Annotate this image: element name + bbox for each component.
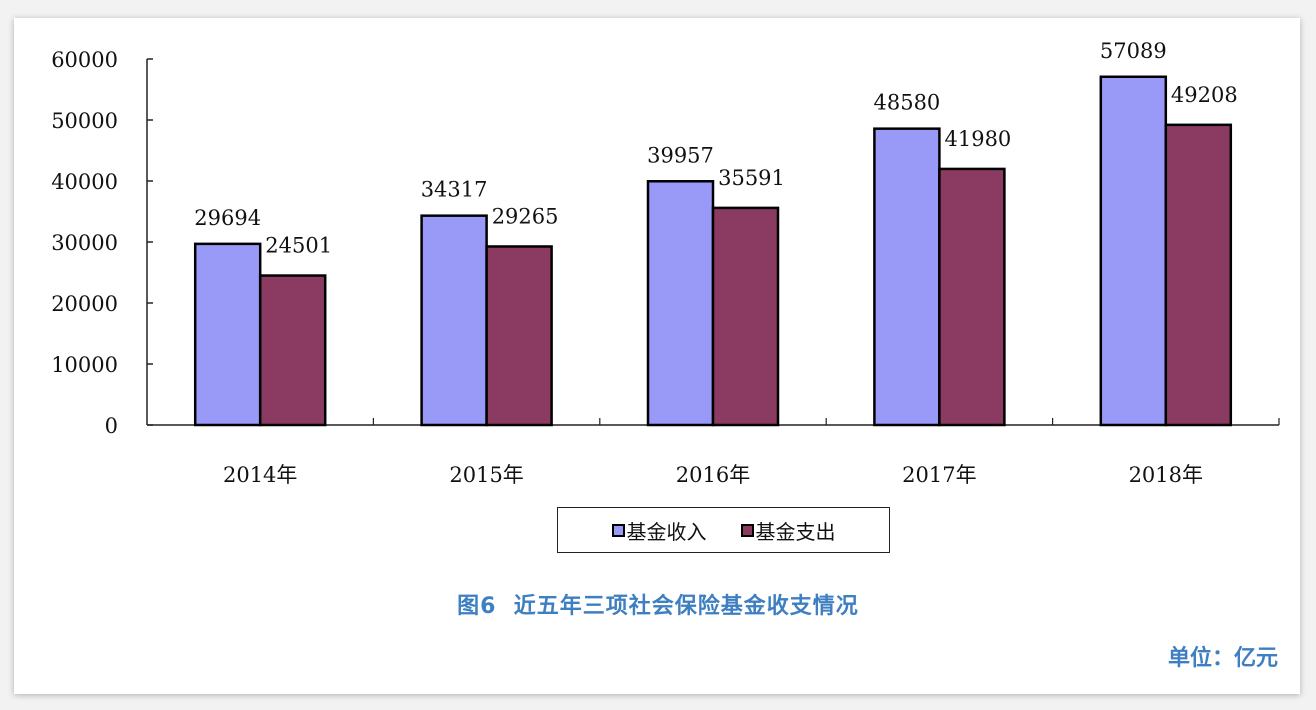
value-label: 57089 — [1100, 39, 1167, 63]
value-label: 29265 — [492, 204, 559, 228]
legend-label-income: 基金收入 — [626, 519, 707, 544]
bar-income — [1099, 75, 1168, 427]
value-label: 48580 — [873, 91, 940, 115]
bar-expense — [938, 167, 1006, 427]
y-axis: 0 10000 20000 30000 40000 50000 60000 — [51, 48, 153, 438]
chart-caption: 图6 近五年三项社会保险基金收支情况 — [457, 594, 859, 619]
bar-income — [873, 127, 941, 427]
bar-expense — [485, 245, 553, 427]
legend-swatch-income — [611, 523, 625, 537]
x-tick-label: 2018年 — [1129, 463, 1203, 487]
legend-item-expense: 基金支出 — [740, 516, 836, 545]
legend-swatch-expense — [740, 523, 754, 537]
x-tick-label: 2014年 — [223, 463, 297, 487]
legend-label-expense: 基金支出 — [755, 519, 836, 544]
y-tick-label: 40000 — [51, 170, 118, 194]
y-tick-label: 50000 — [51, 109, 118, 133]
bar-income — [193, 242, 262, 427]
bar-expense — [711, 206, 780, 427]
value-label: 41980 — [944, 127, 1011, 151]
y-tick-label: 10000 — [51, 353, 118, 377]
value-label: 35591 — [718, 166, 785, 190]
value-label: 29694 — [194, 206, 261, 230]
value-label: 39957 — [647, 143, 714, 167]
x-tick-label: 2017年 — [902, 463, 976, 487]
value-label: 49208 — [1171, 83, 1238, 107]
y-tick-label: 0 — [105, 414, 118, 438]
bar-expense — [258, 274, 327, 427]
bar-expense — [1164, 123, 1233, 427]
value-label: 24501 — [265, 234, 332, 258]
y-tick-label: 60000 — [51, 48, 118, 72]
x-tick-label: 2015年 — [449, 463, 523, 487]
bars — [193, 75, 1233, 427]
value-label: 34317 — [421, 178, 488, 202]
y-tick-label: 30000 — [51, 231, 118, 255]
x-tick-label: 2016年 — [676, 463, 750, 487]
bar-income — [420, 214, 488, 427]
bar-income — [646, 180, 715, 427]
x-axis-labels: 2014年 2015年 2016年 2017年 2018年 — [223, 463, 1203, 487]
legend-item-income: 基金收入 — [611, 516, 707, 545]
legend: 基金收入 基金支出 — [557, 507, 890, 553]
unit-note: 单位：亿元 — [1167, 646, 1278, 671]
y-tick-label: 20000 — [51, 292, 118, 316]
